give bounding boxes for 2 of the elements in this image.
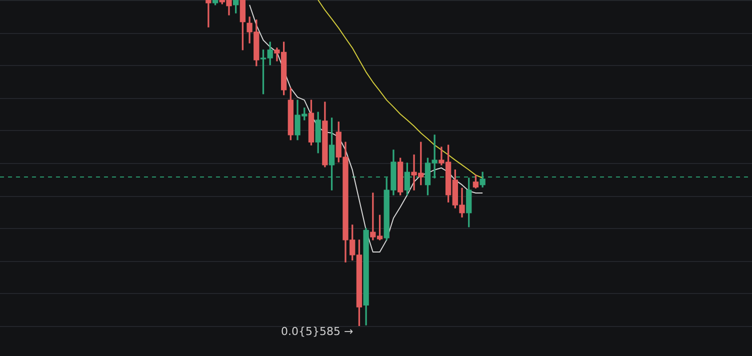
candlestick (206, 0, 212, 28)
annotation: 0.0{5}585 → (281, 324, 354, 338)
